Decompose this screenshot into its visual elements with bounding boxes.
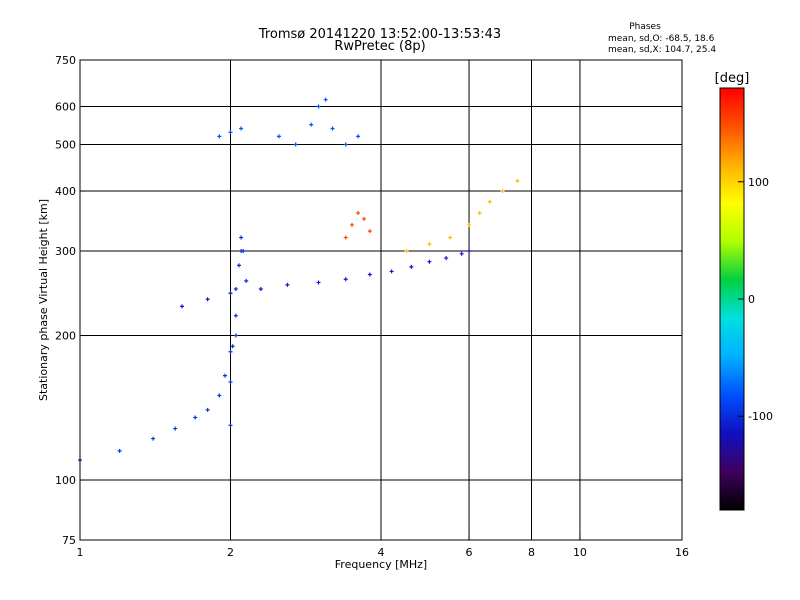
data-point: [276, 134, 281, 139]
colorbar-tick-label: -100: [748, 410, 773, 423]
y-tick-label: 300: [55, 245, 76, 258]
chart-title: Tromsø 20141220 13:52:00-13:53:43: [258, 27, 502, 42]
y-tick-label: 600: [55, 101, 76, 114]
data-point: [205, 297, 210, 302]
data-point: [233, 313, 238, 318]
data-point: [448, 235, 453, 240]
data-point: [356, 134, 361, 139]
data-point: [515, 178, 520, 183]
x-tick-label: 8: [528, 546, 535, 559]
data-point: [228, 291, 233, 296]
y-tick-label: 200: [55, 330, 76, 343]
data-point: [223, 373, 228, 378]
data-point: [356, 211, 361, 216]
data-point: [117, 448, 122, 453]
y-tick-label: 400: [55, 185, 76, 198]
data-point: [239, 235, 244, 240]
data-point: [233, 333, 238, 338]
data-point: [367, 272, 372, 277]
series-vertical-2MHz: [228, 235, 249, 428]
data-point: [316, 104, 321, 109]
series-X-trace: [404, 178, 520, 254]
phase-legend-x: mean, sd,X: 104.7, 25.4: [608, 45, 717, 55]
data-point: [244, 278, 249, 283]
data-point: [487, 199, 492, 204]
y-tick-label: 750: [55, 54, 76, 67]
data-point: [293, 142, 298, 147]
data-point: [285, 282, 290, 287]
x-tick-label: 2: [227, 546, 234, 559]
data-point: [228, 380, 233, 385]
data-point: [343, 277, 348, 282]
data-point: [323, 97, 328, 102]
colorbar-label: [deg]: [715, 71, 750, 86]
phase-legend-title: Phases: [629, 22, 661, 32]
x-tick-label: 4: [378, 546, 385, 559]
data-point: [350, 222, 355, 227]
data-point: [180, 304, 185, 309]
data-point: [444, 256, 449, 261]
data-point: [237, 263, 242, 268]
data-point: [316, 280, 321, 285]
data-point: [477, 211, 482, 216]
data-point: [409, 264, 414, 269]
scatter-points: [78, 97, 520, 463]
data-point: [500, 189, 505, 194]
data-point: [173, 426, 178, 431]
axis-ticks: 1 2 4 6 8 10 16 75 100 200 300 400 500 600 750: [55, 54, 689, 559]
data-point: [217, 393, 222, 398]
data-point: [343, 142, 348, 147]
x-tick-label: 16: [675, 546, 689, 559]
data-point: [309, 122, 314, 127]
colorbar-ticks: 100 0 -100: [738, 176, 773, 423]
data-point: [362, 216, 367, 221]
data-point: [239, 126, 244, 131]
x-tick-label: 10: [573, 546, 587, 559]
y-tick-label: 75: [62, 534, 76, 547]
data-point: [404, 249, 409, 254]
series-Es-trace: [343, 211, 372, 240]
data-point: [459, 251, 464, 256]
data-point: [193, 415, 198, 420]
data-point: [228, 423, 233, 428]
series-F-trace: [180, 249, 472, 309]
data-point: [217, 134, 222, 139]
data-point: [258, 287, 263, 292]
data-point: [367, 229, 372, 234]
y-axis-label: Stationary phase Virtual Height [km]: [37, 199, 50, 401]
data-point: [151, 436, 156, 441]
series-low-layer: [78, 333, 238, 463]
data-point: [205, 407, 210, 412]
data-point: [427, 242, 432, 247]
y-tick-label: 500: [55, 139, 76, 152]
phase-legend-o: mean, sd,O: -68.5, 18.6: [608, 34, 715, 44]
data-point: [389, 269, 394, 274]
x-tick-label: 6: [466, 546, 473, 559]
data-point: [427, 259, 432, 264]
colorbar-tick-label: 0: [748, 293, 755, 306]
data-point: [330, 126, 335, 131]
data-point: [241, 249, 246, 254]
chart-subtitle: RwPretec (8p): [334, 39, 426, 54]
data-point: [467, 222, 472, 227]
y-tick-label: 100: [55, 474, 76, 487]
data-point: [230, 344, 235, 349]
x-axis-label: Frequency [MHz]: [335, 558, 427, 571]
grid-layer: [80, 60, 682, 540]
series-upper-cluster: [217, 97, 361, 147]
data-point: [343, 235, 348, 240]
colorbar-tick-label: 100: [748, 176, 769, 189]
x-tick-label: 1: [77, 546, 84, 559]
data-point: [233, 287, 238, 292]
data-point: [228, 130, 233, 135]
data-point: [467, 249, 472, 254]
data-point: [228, 349, 233, 354]
